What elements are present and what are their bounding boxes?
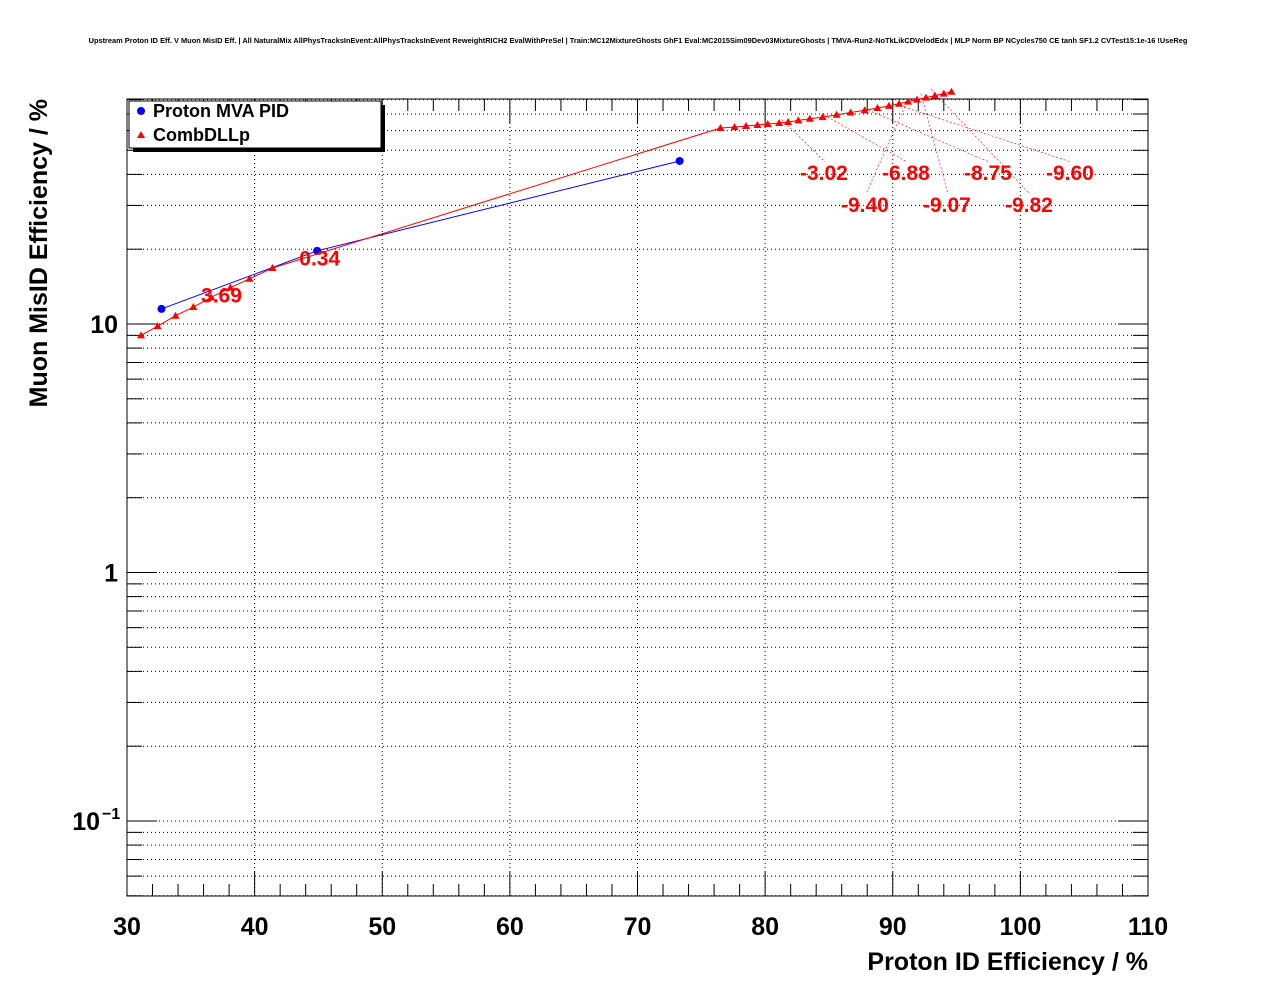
data-point <box>912 95 921 103</box>
data-point <box>860 106 869 114</box>
cut-value-label: 3.69 <box>201 285 242 308</box>
data-point <box>832 110 841 118</box>
annotation-leader-line <box>865 98 909 195</box>
x-tick-label: 90 <box>879 913 907 941</box>
data-point <box>939 89 948 97</box>
x-tick-label: 30 <box>113 913 141 941</box>
data-point <box>753 121 762 129</box>
x-tick-label: 60 <box>496 913 524 941</box>
data-point <box>846 108 855 116</box>
cut-value-label: 0.34 <box>299 247 340 270</box>
data-point <box>268 264 277 272</box>
data-point <box>775 118 784 126</box>
data-point <box>921 93 930 101</box>
legend-marker-triangle-icon <box>137 131 145 138</box>
x-tick-label: 110 <box>1128 913 1168 941</box>
data-point <box>805 114 814 122</box>
data-point <box>741 122 750 130</box>
legend-label: CombDLLp <box>153 125 250 145</box>
cut-value-label: -9.40 <box>841 194 889 217</box>
y-tick-label: 10 <box>72 808 100 836</box>
legend-label: Proton MVA PID <box>153 101 289 121</box>
annotation-leader-line <box>823 114 908 163</box>
data-point <box>189 303 198 311</box>
legend: Proton MVA PID CombDLLp <box>128 100 382 149</box>
data-point <box>873 103 882 111</box>
legend-box <box>128 100 382 149</box>
data-point <box>207 293 216 301</box>
cut-value-label: -9.60 <box>1046 162 1094 185</box>
data-point <box>930 91 939 99</box>
annotation-leader-line <box>930 89 1031 195</box>
data-point <box>171 311 180 319</box>
data-point <box>226 283 235 291</box>
data-point <box>137 331 146 339</box>
data-point <box>895 99 904 107</box>
chart-title: Upstream Proton ID Eff. V Muon MisID Eff… <box>89 36 1188 45</box>
plot-frame <box>126 98 1149 897</box>
x-tick-label: 50 <box>368 913 396 941</box>
x-tick-label: 100 <box>1000 913 1042 941</box>
cut-value-label: -9.82 <box>1005 194 1053 217</box>
x-tick-label: 40 <box>241 913 269 941</box>
annotation-leader-line <box>781 119 826 163</box>
cut-value-label: -8.75 <box>964 162 1012 185</box>
legend-marker-circle-icon <box>137 107 145 115</box>
data-point <box>884 101 893 109</box>
cut-value-label: -6.88 <box>882 162 930 185</box>
x-tick-label: 70 <box>624 913 652 941</box>
annotation-leader-line <box>920 93 949 195</box>
data-point <box>947 87 956 95</box>
data-point <box>245 274 254 282</box>
data-point <box>313 246 322 255</box>
y-axis-title: Muon MisID Efficiency / % <box>25 99 53 407</box>
data-point <box>730 123 739 131</box>
data-point <box>675 156 684 165</box>
data-point <box>794 116 803 124</box>
data-point <box>716 123 725 131</box>
data-point <box>153 322 162 330</box>
annotation-leader-line <box>868 109 990 163</box>
y-tick-exponent: −1 <box>102 806 120 823</box>
y-tick-label: 10 <box>90 311 118 339</box>
data-point <box>157 304 166 313</box>
data-point <box>818 113 827 121</box>
data-point <box>763 120 772 128</box>
x-axis-title: Proton ID Efficiency / % <box>867 948 1148 976</box>
data-point <box>784 117 793 125</box>
y-tick-label: 1 <box>104 560 118 588</box>
cut-value-label: -3.02 <box>800 162 848 185</box>
annotation-leader-line <box>896 104 1072 163</box>
cut-value-label: -9.07 <box>923 194 971 217</box>
x-tick-label: 80 <box>751 913 779 941</box>
